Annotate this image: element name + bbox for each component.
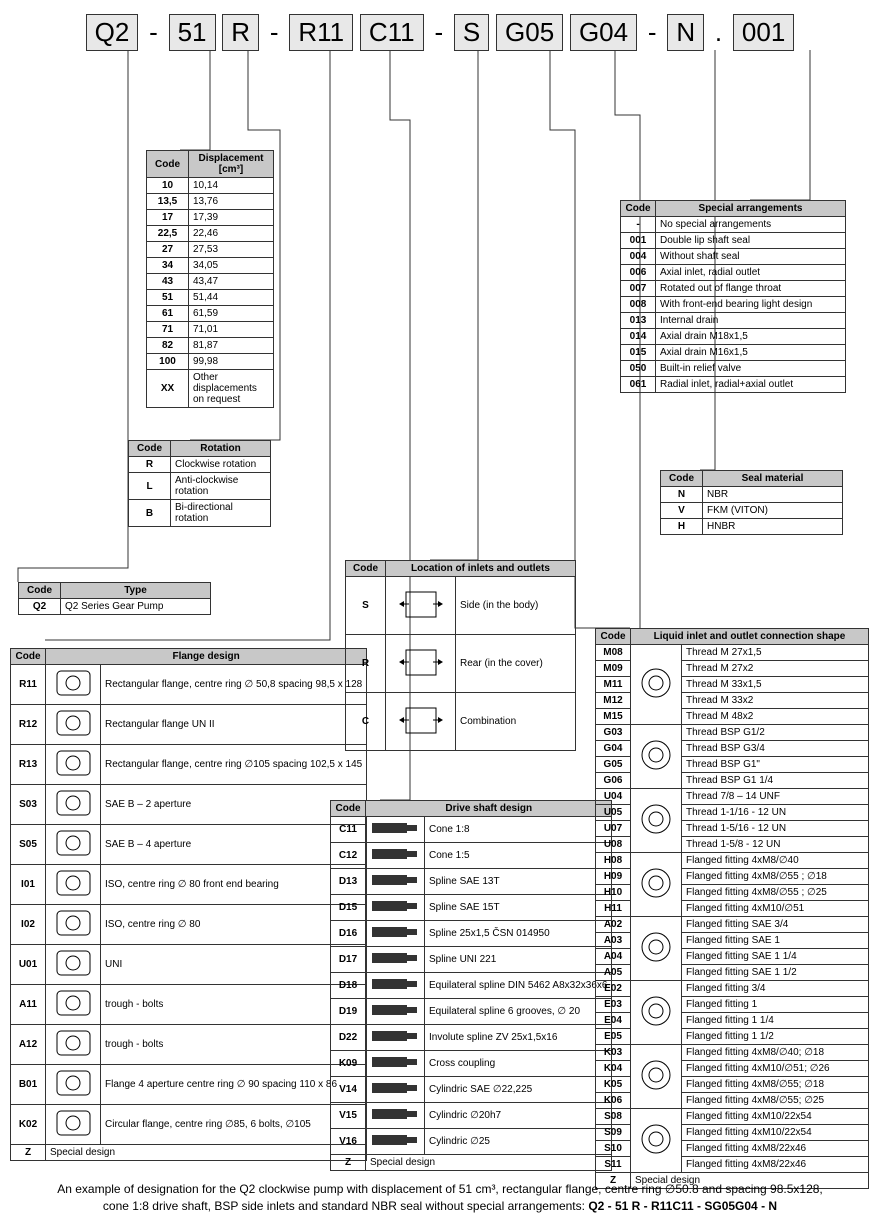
footer-text: An example of designation for the Q2 clo…: [10, 1181, 870, 1215]
code-g05: G05: [496, 14, 563, 51]
displacement-table: CodeDisplacement [cm³] 1010,1413,513,761…: [146, 150, 274, 408]
type-table: CodeType Q2Q2 Series Gear Pump: [18, 582, 211, 615]
code-r11: R11: [289, 14, 353, 51]
rotation-table: CodeRotation RClockwise rotationLAnti-cl…: [128, 440, 271, 527]
special-table: CodeSpecial arrangements -No special arr…: [620, 200, 846, 393]
connection-table: CodeLiquid inlet and outlet connection s…: [595, 628, 869, 1189]
flange-table: CodeFlange design R11Rectangular flange,…: [10, 648, 367, 1161]
code-q2: Q2: [86, 14, 139, 51]
seal-table: CodeSeal material NNBRVFKM (VITON)HHNBR: [660, 470, 843, 535]
code-sep: -: [145, 15, 162, 50]
code-c11: C11: [360, 14, 424, 51]
code-51: 51: [169, 14, 216, 51]
code-s: S: [454, 14, 489, 51]
code-n: N: [667, 14, 704, 51]
code-r: R: [222, 14, 259, 51]
location-table: CodeLocation of inlets and outlets SSide…: [345, 560, 576, 751]
code-g04: G04: [570, 14, 637, 51]
shaft-table: CodeDrive shaft design C11Cone 1:8C12Con…: [330, 800, 612, 1171]
designation-code: Q2 - 51 R - R11 C11 - S G05 G04 - N . 00…: [0, 14, 880, 51]
code-001: 001: [733, 14, 794, 51]
